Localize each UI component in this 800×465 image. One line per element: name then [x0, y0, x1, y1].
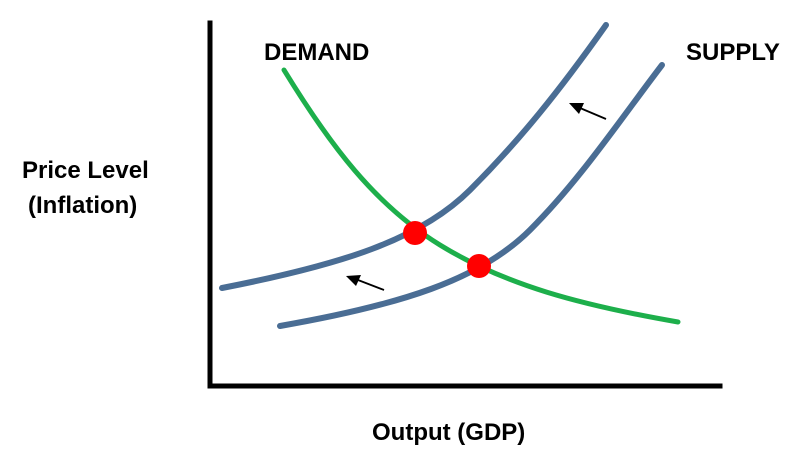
demand-curve [281, 67, 681, 325]
y-axis-label-line2: (Inflation) [28, 192, 137, 219]
x-axis-label: Output (GDP) [372, 419, 525, 446]
equilibrium-point-new [467, 254, 491, 278]
supply-curve-left [219, 22, 609, 291]
y-axis-label-line1: Price Level [22, 157, 149, 184]
shift-arrow-upper [569, 103, 607, 120]
demand-label: DEMAND [264, 39, 369, 66]
equilibrium-point-original [403, 221, 427, 245]
shift-arrow-lower [346, 275, 385, 291]
supply-curve-right [277, 62, 665, 329]
supply-label: SUPPLY [686, 39, 780, 66]
